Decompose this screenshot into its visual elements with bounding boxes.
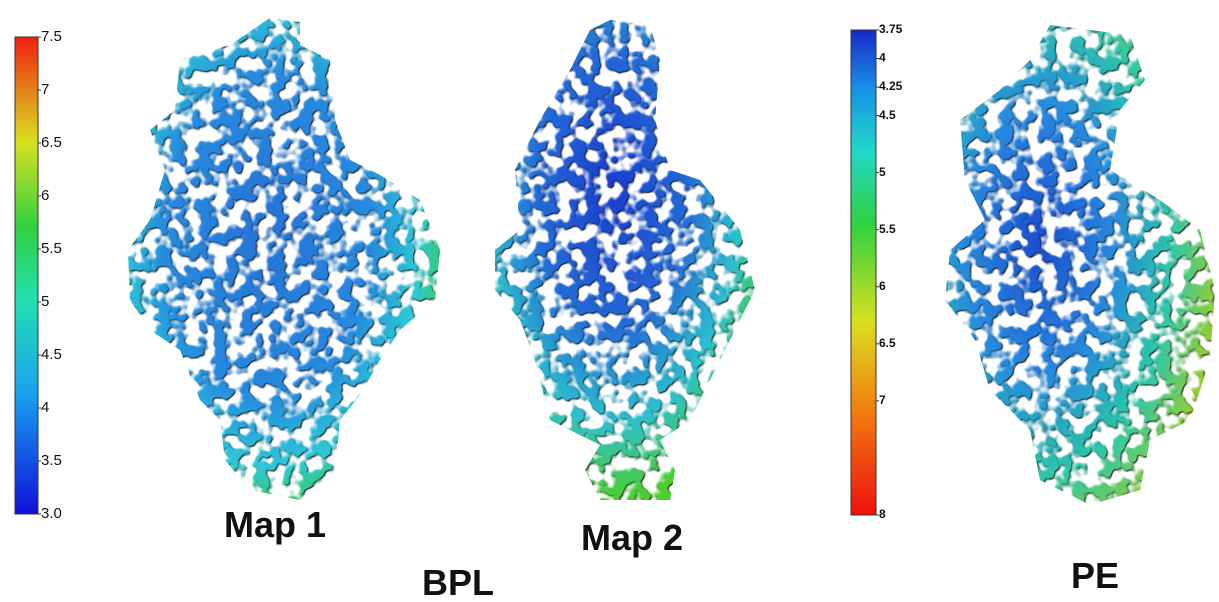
map-label: Map 2 [581, 517, 683, 558]
tick-label: 3.5 [41, 452, 62, 469]
map-label: Map 1 [224, 504, 326, 545]
tick-label: 6 [879, 279, 886, 293]
colorbar [850, 29, 877, 516]
density-map [495, 20, 755, 500]
tick-label: 5 [879, 165, 886, 179]
colorbar [14, 36, 39, 515]
group-label: BPL [422, 562, 494, 602]
tick-label: 7 [879, 393, 886, 407]
density-map [128, 18, 440, 500]
tick-label: 8 [879, 507, 886, 521]
tick-label: 6.5 [879, 336, 896, 350]
tick-label: 4.5 [41, 346, 62, 363]
group-label: PE [1071, 555, 1119, 596]
tick-label: 5.5 [879, 222, 896, 236]
tick-label: 7.5 [41, 28, 62, 45]
tick-label: 3.75 [879, 22, 903, 36]
tick-label: 6 [41, 187, 49, 204]
tick-label: 7 [41, 81, 49, 98]
tick-label: 4.25 [879, 79, 903, 93]
tick-label: 4 [879, 51, 886, 65]
tick-label: 5.5 [41, 240, 62, 257]
tick-label: 6.5 [41, 134, 62, 151]
tick-label: 4 [41, 399, 49, 416]
tick-label: 5 [41, 293, 49, 310]
density-map [945, 25, 1215, 505]
tick-label: 4.5 [879, 108, 896, 122]
tick-label: 3.0 [41, 505, 62, 522]
